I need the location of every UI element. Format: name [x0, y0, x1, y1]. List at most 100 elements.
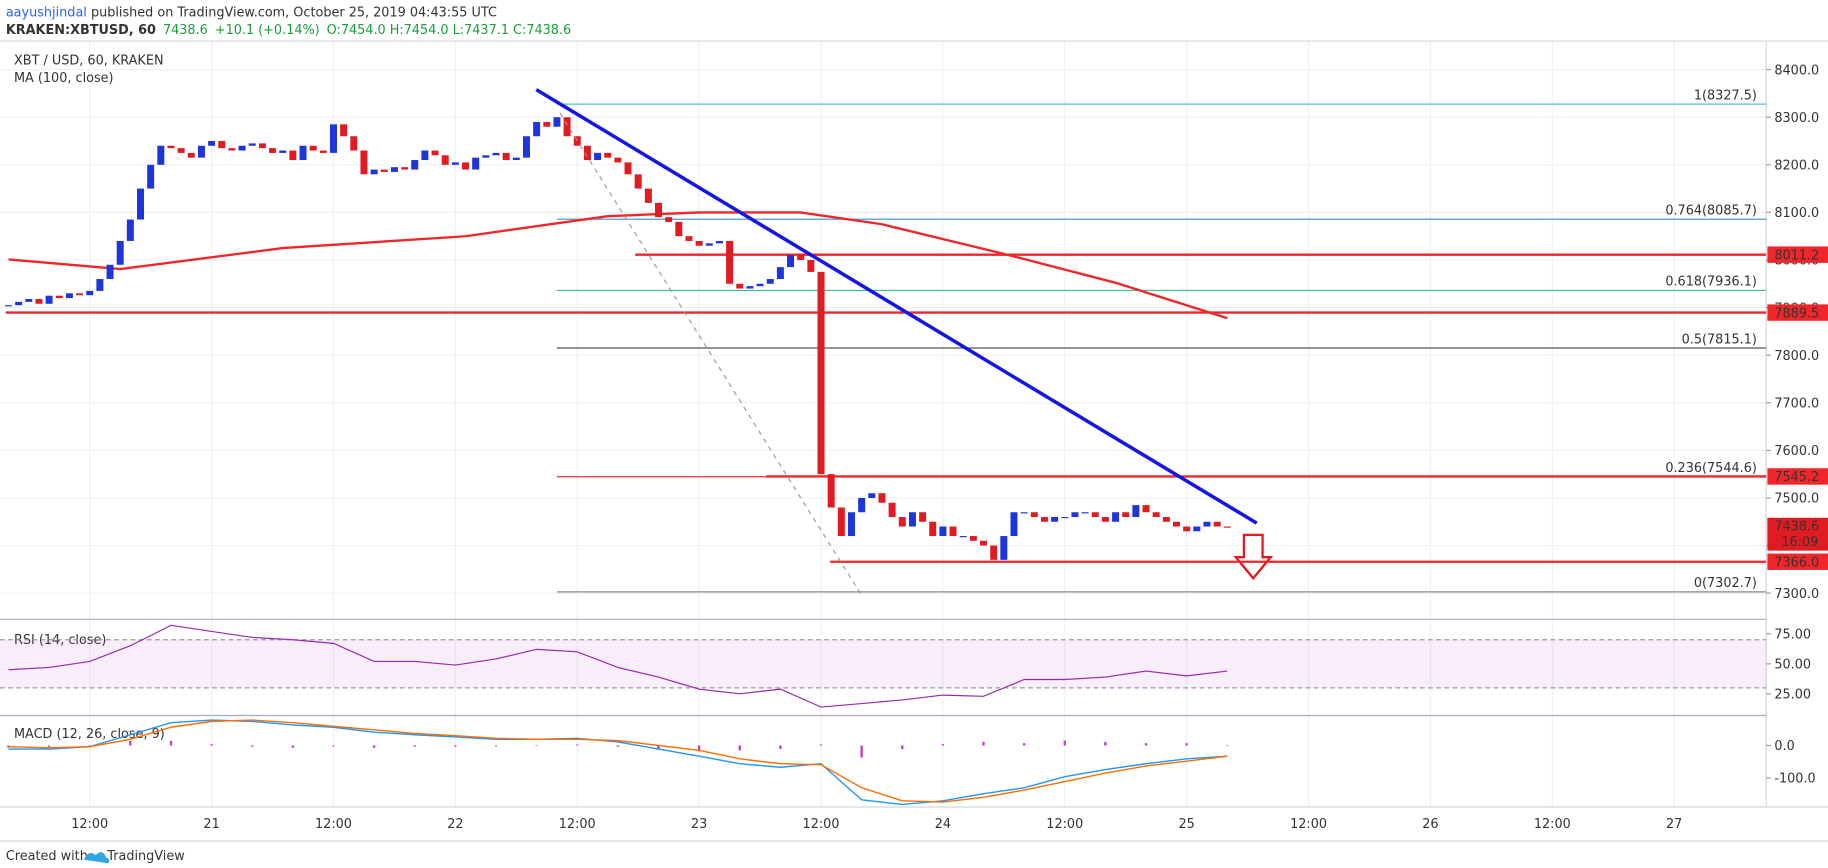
candle — [837, 507, 845, 537]
ma-line — [8, 211, 1228, 320]
candle — [1020, 512, 1028, 514]
candle — [919, 512, 927, 522]
x-tick-label: 24 — [935, 817, 951, 832]
candle — [238, 145, 246, 151]
candle — [45, 295, 53, 304]
candle — [624, 162, 632, 175]
brand-logo — [83, 852, 110, 864]
candle — [147, 164, 155, 189]
candle — [878, 493, 886, 503]
candle — [655, 202, 663, 218]
macd-histogram — [1226, 745, 1229, 747]
candle — [65, 293, 73, 299]
macd-histogram — [210, 744, 213, 746]
candle — [685, 236, 693, 241]
macd-histogram — [697, 745, 701, 752]
candle — [644, 188, 652, 203]
candle — [1173, 521, 1181, 527]
y-tick-label: 7600.0 — [1774, 444, 1819, 459]
price-tag — [1767, 468, 1828, 485]
macd-histogram — [1144, 743, 1148, 746]
candle — [908, 512, 916, 527]
candle — [4, 305, 12, 307]
price-tag-label: 7366.0 — [1774, 555, 1819, 570]
x-tick-label: 23 — [691, 817, 707, 832]
candle — [1213, 521, 1221, 527]
candle — [401, 167, 409, 170]
author[interactable]: aayushjindal — [6, 5, 87, 20]
candle — [1030, 512, 1038, 518]
macd-histogram — [1104, 741, 1107, 746]
macd-histogram — [494, 745, 498, 747]
countdown: 16:09 — [1781, 535, 1818, 550]
candle — [817, 271, 825, 475]
rsi-title: RSI (14, close) — [14, 633, 106, 648]
price-tag-label: 7545.2 — [1774, 470, 1819, 485]
candle — [269, 148, 277, 153]
candle — [390, 167, 398, 172]
candle — [350, 136, 358, 151]
price-tag — [1767, 304, 1828, 321]
x-tick-label: 12:00 — [1290, 817, 1327, 832]
candle — [512, 157, 520, 161]
candle — [35, 299, 43, 304]
ohlc: O:7454.0 H:7454.0 L:7437.1 C:7438.6 — [327, 23, 572, 38]
candle — [522, 136, 530, 158]
candle — [1162, 517, 1170, 522]
candle — [959, 536, 967, 538]
candle — [766, 279, 774, 284]
macd-histogram — [88, 745, 91, 747]
candle — [543, 121, 551, 127]
candle — [573, 136, 581, 146]
y-tick-label: 8200.0 — [1774, 158, 1819, 173]
candle — [756, 283, 764, 287]
macd-line — [8, 719, 1228, 806]
candle — [248, 143, 256, 146]
x-tick-label: 21 — [203, 817, 219, 832]
y-tick-label: -100.0 — [1774, 772, 1815, 787]
candle — [167, 145, 175, 149]
y-tick-label: 7300.0 — [1774, 587, 1819, 602]
candle — [1091, 512, 1099, 518]
candle — [329, 124, 337, 153]
macd-histogram — [1063, 740, 1066, 746]
candle — [939, 526, 947, 537]
macd-histogram — [372, 745, 376, 748]
macd-histogram — [657, 745, 660, 750]
macd-histogram — [291, 745, 295, 748]
candle — [1040, 517, 1048, 522]
last-price: 7438.6 — [1774, 520, 1819, 535]
candle — [228, 148, 236, 151]
candle — [492, 152, 500, 156]
macd-histogram — [1185, 743, 1188, 746]
candle — [309, 145, 317, 151]
candle — [898, 517, 906, 527]
macd-histogram — [616, 745, 620, 747]
macd-histogram — [819, 744, 823, 746]
footer-brand[interactable]: TradingView — [106, 849, 184, 864]
candle — [1071, 512, 1079, 518]
macd-histogram — [413, 745, 416, 747]
candle — [533, 121, 541, 137]
macd-histogram — [169, 740, 173, 746]
macd-histogram — [7, 745, 10, 748]
candle — [969, 536, 977, 541]
candle — [126, 219, 134, 241]
price-tag — [1767, 553, 1828, 570]
trendline — [535, 88, 1258, 525]
candle — [583, 145, 591, 161]
down-arrow — [1233, 533, 1274, 581]
candle — [614, 157, 622, 163]
grid — [0, 41, 1767, 808]
macd-histogram — [332, 745, 335, 747]
candle — [208, 141, 216, 146]
x-tick-label: 12:00 — [559, 817, 596, 832]
fib-label: 0.5(7815.1) — [1682, 332, 1757, 347]
candle — [451, 162, 459, 165]
candle — [421, 150, 429, 161]
macd-histogram — [129, 740, 132, 746]
candle — [1101, 517, 1109, 522]
candle — [157, 145, 165, 165]
candle — [1152, 512, 1160, 518]
